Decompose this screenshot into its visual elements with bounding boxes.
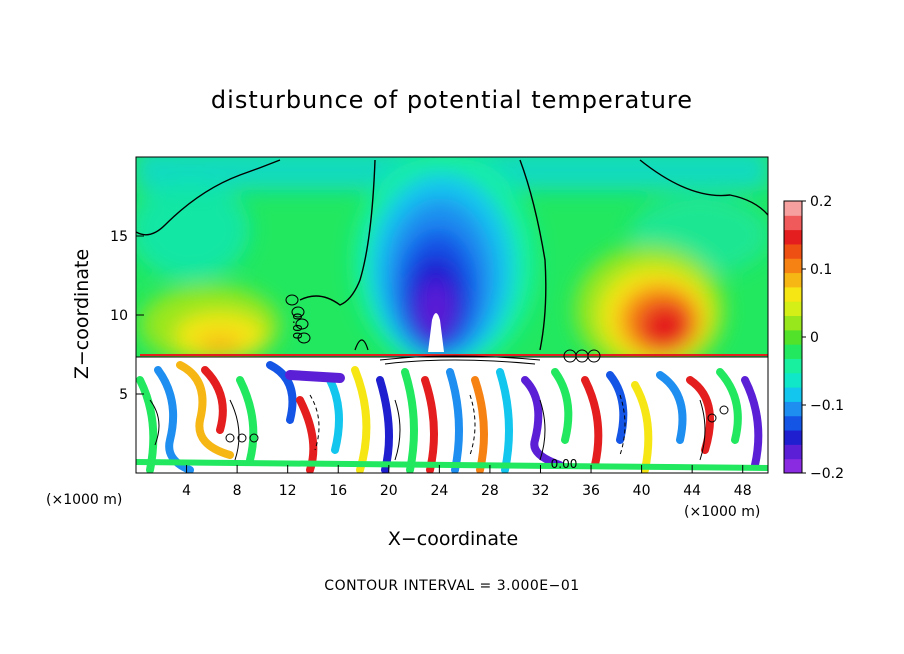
y-tick-label: 15 bbox=[110, 229, 128, 245]
x-tick-label: 12 bbox=[279, 483, 297, 499]
colorbar-swatch bbox=[784, 229, 802, 245]
interface-contours bbox=[136, 294, 768, 365]
x-tick-label: 8 bbox=[233, 483, 242, 499]
colorbar-swatch bbox=[784, 215, 802, 231]
colorbar-tick-label: 0.1 bbox=[810, 262, 832, 278]
contour-label: 0.00 bbox=[551, 457, 578, 471]
x-tick-label: 4 bbox=[182, 483, 191, 499]
y-tick-label: 5 bbox=[119, 387, 128, 403]
colorbar-swatch bbox=[784, 430, 802, 445]
x-tick-label: 48 bbox=[734, 483, 752, 499]
colorbar-swatch bbox=[784, 458, 802, 474]
x-axis-ticks: 4 8 12 16 20 24 28 32 36 40 44 48 bbox=[182, 465, 752, 499]
x-tick-label: 44 bbox=[683, 483, 701, 499]
colorbar-swatch bbox=[784, 344, 802, 359]
colorbar-tick-label: −0.2 bbox=[810, 466, 844, 482]
y-axis-unit: (×1000 m) bbox=[684, 504, 761, 520]
x-tick-label: 16 bbox=[329, 483, 347, 499]
x-tick-label: 36 bbox=[582, 483, 600, 499]
x-tick-label: 24 bbox=[430, 483, 448, 499]
colorbar-swatch bbox=[784, 372, 802, 388]
upper-field bbox=[136, 157, 768, 357]
colorbar-swatch bbox=[784, 301, 802, 317]
x-axis-label: X−coordinate bbox=[387, 528, 519, 550]
colorbar-swatch bbox=[784, 243, 802, 259]
colorbar-swatch bbox=[784, 315, 802, 331]
colorbar: 0.2 0.1 0 −0.1 −0.2 bbox=[783, 194, 844, 482]
y-axis-ticks: 5 10 15 bbox=[110, 229, 144, 403]
colorbar-swatch bbox=[784, 258, 802, 274]
contour-interval-note: CONTOUR INTERVAL = 3.000E−01 bbox=[324, 578, 580, 594]
colorbar-swatch bbox=[784, 401, 802, 417]
colorbar-tick-label: 0.2 bbox=[810, 194, 832, 210]
colorbar-swatch bbox=[784, 272, 802, 288]
x-axis-unit: (×1000 m) bbox=[46, 492, 123, 508]
x-tick-label: 28 bbox=[481, 483, 499, 499]
colorbar-swatch bbox=[784, 415, 802, 431]
colorbar-swatch bbox=[784, 329, 802, 345]
y-tick-label: 10 bbox=[110, 308, 128, 324]
colorbar-swatch bbox=[784, 201, 802, 216]
x-tick-label: 40 bbox=[633, 483, 651, 499]
colorbar-swatch bbox=[784, 444, 802, 460]
x-tick-label: 32 bbox=[532, 483, 550, 499]
x-tick-label: 20 bbox=[380, 483, 398, 499]
y-axis-label: Z−coordinate bbox=[71, 248, 93, 380]
chart-title: disturbunce of potential temperature bbox=[210, 86, 694, 114]
colorbar-swatch bbox=[784, 286, 802, 302]
colorbar-tick-label: −0.1 bbox=[810, 398, 844, 414]
contour-label: 0.00 bbox=[290, 313, 304, 340]
colorbar-swatch bbox=[784, 387, 802, 402]
colorbar-swatch bbox=[784, 358, 802, 374]
colorbar-tick-label: 0 bbox=[810, 330, 819, 346]
lower-field bbox=[136, 357, 768, 473]
